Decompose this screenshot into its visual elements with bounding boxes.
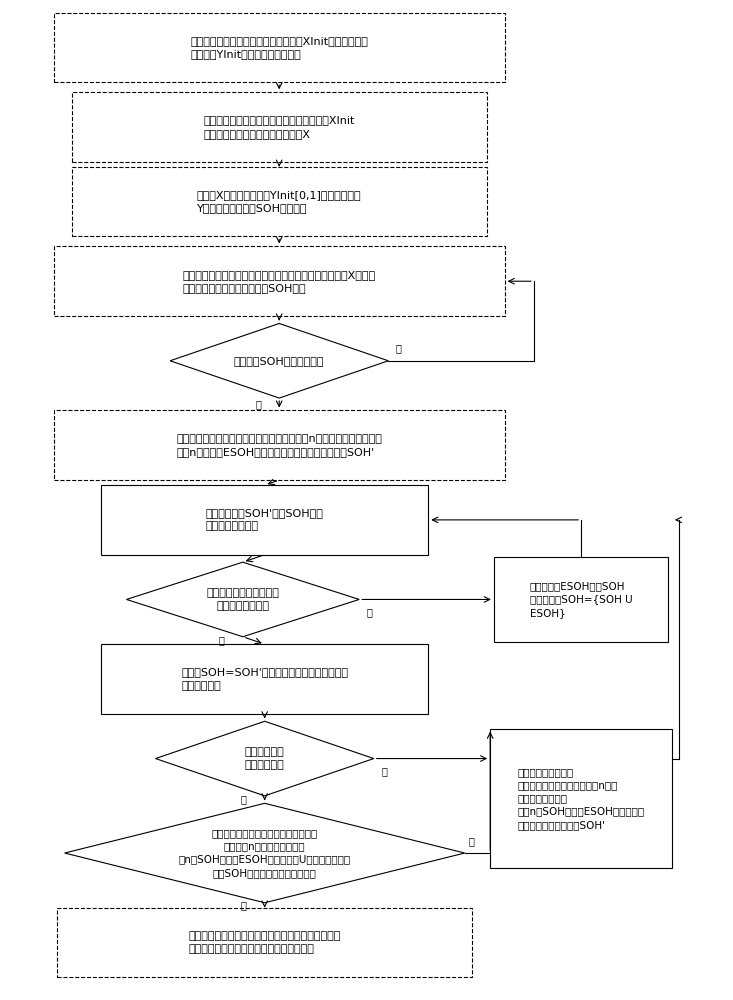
Text: 否: 否 [381,767,387,777]
Text: 是: 是 [240,900,246,910]
Text: 四、将测试集放电电压测量数据进行采样熵特征提取得到X输入上
述高斯回归模型计算得到已知SOH指数: 四、将测试集放电电压测量数据进行采样熵特征提取得到X输入上 述高斯回归模型计算得… [183,270,376,293]
Text: 否: 否 [396,343,402,353]
Text: 是: 是 [255,399,261,409]
Text: 一、择锂离子电池放电的电压测量数据XInit与对应的电池
容量数据YInit，构成训练数据集合: 一、择锂离子电池放电的电压测量数据XInit与对应的电池 容量数据YInit，构… [191,36,368,59]
FancyBboxPatch shape [54,13,505,82]
Polygon shape [170,323,388,398]
Text: 七、对新序列SOH'与原SOH序列
进行相关系数计算: 七、对新序列SOH'与原SOH序列 进行相关系数计算 [206,508,323,531]
Text: 八、根据相关性计算结果
判断是否大于阈值: 八、根据相关性计算结果 判断是否大于阈值 [207,588,279,611]
Text: 二、将原始训练数据中放电的电压测量数据XInit
通过采样熵方法进行特征提取得到X: 二、将原始训练数据中放电的电压测量数据XInit 通过采样熵方法进行特征提取得到… [204,115,355,139]
Text: 九、将SOH=SOH'作为输入数据集合用高斯过程
回归进行预测: 九、将SOH=SOH'作为输入数据集合用高斯过程 回归进行预测 [181,667,348,691]
Text: 否: 否 [366,607,372,617]
Polygon shape [155,721,374,796]
FancyBboxPatch shape [57,908,472,977]
Text: 三、以X为输出向量，以YInit[0,1]归一化得到的
Y作为输出向量进行SOH指数建模: 三、以X为输出向量，以YInit[0,1]归一化得到的 Y作为输出向量进行SOH… [197,190,361,213]
FancyBboxPatch shape [72,92,487,162]
Polygon shape [65,803,465,903]
FancyBboxPatch shape [494,557,668,642]
FancyBboxPatch shape [490,729,672,868]
FancyBboxPatch shape [72,167,487,236]
Text: 六、根据步骤三得到的高斯过程回归模型进行n步短期时间序列预测，
得到n个预测值ESOH，按照滚动时间窗方式得到新的SOH': 六、根据步骤三得到的高斯过程回归模型进行n步短期时间序列预测， 得到n个预测值E… [176,434,382,457]
Text: 五、判断SOH建立是否完成: 五、判断SOH建立是否完成 [234,356,325,366]
FancyBboxPatch shape [101,644,428,714]
Text: 十一、根据步骤九得到的高斯过程回归
模型进行n步时间序列预测，
将n个SOH预测值ESOH与失效阈值U分别进行比较，
判断SOH预测值是否小于失效阈值: 十一、根据步骤九得到的高斯过程回归 模型进行n步时间序列预测， 将n个SOH预测… [179,828,350,878]
FancyBboxPatch shape [54,410,505,480]
Text: 是: 是 [240,795,246,805]
FancyBboxPatch shape [54,246,505,316]
Polygon shape [127,562,359,637]
Text: 否: 否 [468,836,474,846]
Text: 是: 是 [218,635,224,645]
Text: 十二、根据步骤十一
得到的高斯过程回归模型进行n步短
期时间序列预测，
得到n个SOH预测值ESOH，并按照滚
动时间窗方式得到新的SOH': 十二、根据步骤十一 得到的高斯过程回归模型进行n步短 期时间序列预测， 得到n个… [517,767,644,830]
Text: 将步骤六的ESOH加入SOH
序列中，即SOH={SOH U
ESOH}: 将步骤六的ESOH加入SOH 序列中，即SOH={SOH U ESOH} [530,581,633,618]
Text: 十三、停止预测，停止预测时的容量所对应的充放电
循环次数，即为锂离子电池剩余寿命预测值: 十三、停止预测，停止预测时的容量所对应的充放电 循环次数，即为锂离子电池剩余寿命… [188,931,341,954]
FancyBboxPatch shape [101,485,428,555]
Text: 十、输入集合
预测是否完成: 十、输入集合 预测是否完成 [245,747,284,770]
